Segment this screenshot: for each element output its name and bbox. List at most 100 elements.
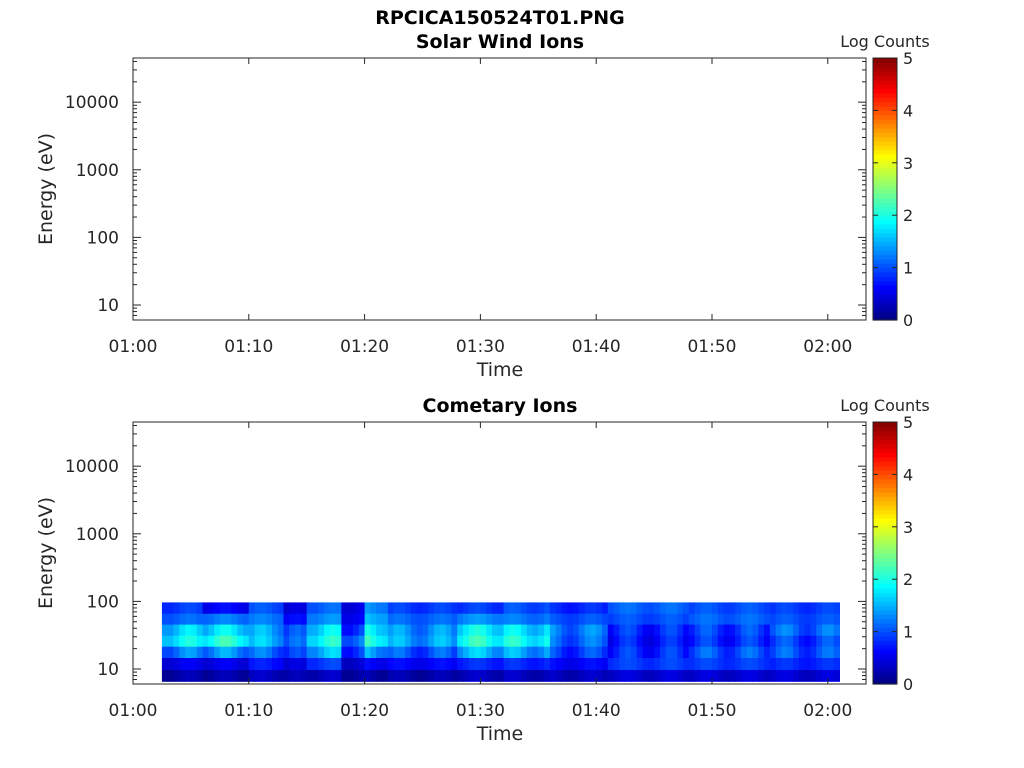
- heatmap-cell: [544, 635, 551, 647]
- heatmap-cell: [822, 635, 829, 647]
- heatmap-cell: [735, 635, 742, 647]
- heatmap-cell: [520, 646, 528, 658]
- heatmap-cell: [781, 646, 788, 658]
- heatmap-cell: [457, 624, 464, 636]
- plot-area: 01:00 01:10 01:20 01:30 01:40 01:50 02:00 10 100…: [65, 421, 867, 721]
- heatmap-cell: [735, 646, 742, 658]
- heatmap-cell: [775, 624, 783, 636]
- heatmap-cell: [295, 635, 302, 647]
- colorbar-segment: [873, 439, 897, 445]
- colorbar-segment: [873, 553, 897, 558]
- heatmap-cell: [561, 646, 568, 658]
- colorbar-segment: [873, 435, 897, 441]
- panel-solar-wind-ions: Solar Wind Ions 01:00 01:10 01:20 01:30 01:4…: [35, 31, 930, 381]
- heatmap-cell: [463, 646, 470, 658]
- heatmap-cell: [457, 613, 464, 625]
- heatmap-cell: [735, 657, 742, 670]
- colorbar-segment: [873, 670, 897, 676]
- colorbar-segment: [873, 215, 897, 221]
- heatmap-cell: [167, 657, 175, 670]
- heatmap-cell: [318, 624, 325, 636]
- y-tick-label: 10000: [65, 457, 119, 477]
- heatmap-cell: [376, 646, 383, 658]
- heatmap-cell: [694, 669, 701, 682]
- heatmap-cell: [300, 613, 308, 625]
- heatmap-cell: [619, 646, 626, 658]
- colorbar-segment: [873, 513, 897, 519]
- colorbar: 0 1 2 3 4 5: [872, 413, 913, 694]
- heatmap-cell: [387, 646, 395, 658]
- heatmap-cell: [225, 602, 232, 614]
- heatmap-cell: [781, 635, 788, 647]
- heatmap-cell: [694, 624, 701, 636]
- heatmap-cell: [202, 669, 209, 682]
- heatmap-cell: [717, 613, 725, 625]
- heatmap-cell: [769, 602, 777, 614]
- heatmap-cell: [410, 669, 418, 682]
- heatmap-cell: [671, 635, 678, 647]
- colorbar-segment: [873, 184, 897, 190]
- heatmap-cell: [260, 635, 267, 647]
- heatmap-cell: [329, 657, 337, 670]
- heatmap-cell: [318, 646, 325, 658]
- heatmap-cell: [775, 669, 783, 682]
- heatmap-cell: [665, 613, 673, 625]
- heatmap-cell: [324, 613, 331, 625]
- heatmap-cell: [688, 669, 696, 682]
- heatmap-cell: [683, 602, 690, 614]
- heatmap-cell: [706, 635, 713, 647]
- heatmap-cell: [208, 613, 215, 625]
- heatmap-cell: [353, 635, 360, 647]
- heatmap-cell: [619, 624, 626, 636]
- colorbar-segment: [873, 250, 897, 256]
- heatmap-cell: [636, 657, 644, 670]
- heatmap-cell: [335, 635, 342, 647]
- heatmap-cell: [329, 646, 337, 658]
- heatmap-cell: [202, 613, 209, 625]
- heatmap-cell: [306, 624, 314, 636]
- heatmap-cell: [642, 624, 649, 636]
- colorbar-segment: [873, 97, 897, 103]
- heatmap-cell: [474, 624, 481, 636]
- heatmap-cell: [729, 602, 736, 614]
- heatmap-cell: [492, 602, 499, 614]
- heatmap-cell: [364, 657, 371, 670]
- heatmap-cell: [746, 669, 754, 682]
- heatmap-cell: [526, 669, 534, 682]
- heatmap-cell: [295, 624, 302, 636]
- colorbar-segment: [873, 228, 897, 234]
- colorbar-segment: [873, 422, 897, 427]
- colorbar-tick-label: 2: [903, 206, 913, 225]
- heatmap-cell: [190, 602, 198, 614]
- heatmap-cell: [561, 635, 568, 647]
- heatmap-cell: [602, 613, 609, 625]
- heatmap-cell: [706, 669, 713, 682]
- heatmap-cell: [237, 635, 244, 647]
- panel-title: Solar Wind Ions: [416, 31, 584, 53]
- heatmap-cell: [659, 635, 667, 647]
- heatmap-cell: [410, 646, 418, 658]
- heatmap-cell: [225, 646, 232, 658]
- colorbar-segment: [873, 561, 897, 567]
- heatmap-cell: [486, 624, 493, 636]
- heatmap-cell: [457, 669, 464, 682]
- heatmap-cell: [544, 624, 551, 636]
- heatmap-cell: [196, 624, 204, 636]
- heatmap-cell: [596, 657, 603, 670]
- heatmap-cell: [706, 624, 713, 636]
- heatmap-cell: [410, 613, 418, 625]
- heatmap-cell: [619, 669, 626, 682]
- heatmap-cell: [573, 646, 580, 658]
- heatmap-cell: [538, 635, 545, 647]
- heatmap-cell: [584, 602, 591, 614]
- heatmap-cell: [196, 613, 204, 625]
- heatmap-cell: [208, 646, 215, 658]
- heatmap-cell: [254, 624, 261, 636]
- x-tick-label: 01:00: [109, 701, 158, 721]
- heatmap-cell: [723, 657, 730, 670]
- colorbar-segment: [873, 271, 897, 277]
- heatmap-cell: [382, 613, 389, 625]
- heatmap-cell: [405, 602, 412, 614]
- heatmap-cell: [480, 602, 487, 614]
- heatmap-cell: [752, 657, 759, 670]
